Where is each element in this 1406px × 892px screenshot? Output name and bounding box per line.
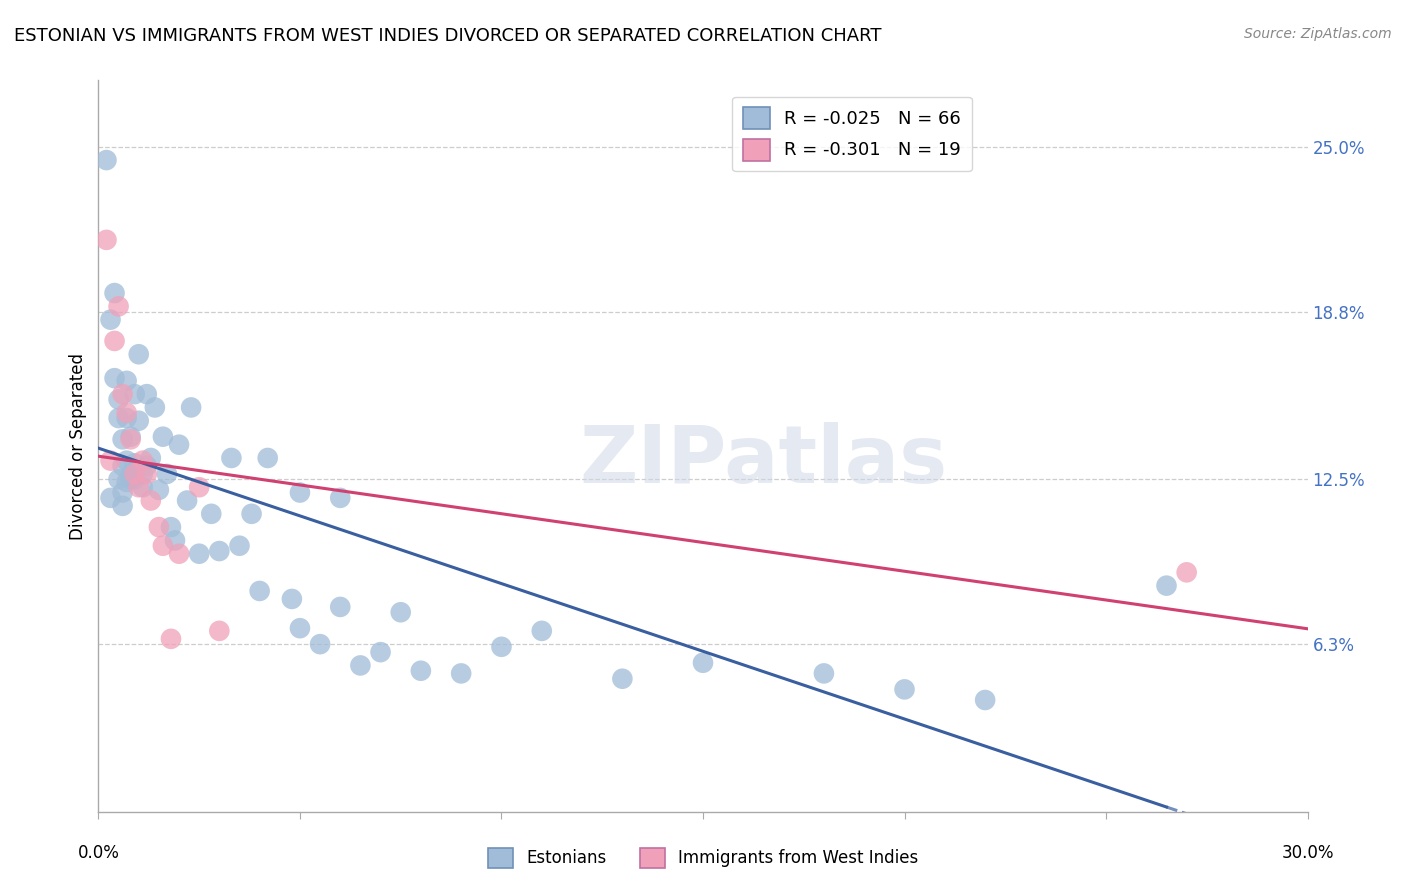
Text: ESTONIAN VS IMMIGRANTS FROM WEST INDIES DIVORCED OR SEPARATED CORRELATION CHART: ESTONIAN VS IMMIGRANTS FROM WEST INDIES …	[14, 27, 882, 45]
Point	[893, 682, 915, 697]
Point	[139, 493, 162, 508]
Point	[120, 472, 142, 486]
Point	[176, 493, 198, 508]
Point	[120, 430, 142, 444]
Point	[491, 640, 513, 654]
Point	[163, 533, 186, 548]
Point	[111, 485, 134, 500]
Text: 30.0%: 30.0%	[1281, 844, 1334, 862]
Point	[167, 438, 190, 452]
Point	[180, 401, 202, 415]
Y-axis label: Divorced or Separated: Divorced or Separated	[69, 352, 87, 540]
Point	[370, 645, 392, 659]
Point	[288, 621, 311, 635]
Point	[115, 453, 138, 467]
Point	[188, 480, 211, 494]
Point	[188, 547, 211, 561]
Point	[450, 666, 472, 681]
Point	[111, 387, 134, 401]
Point	[329, 599, 352, 614]
Point	[132, 453, 155, 467]
Point	[148, 483, 170, 497]
Point	[148, 520, 170, 534]
Point	[115, 411, 138, 425]
Point	[156, 467, 179, 481]
Point	[228, 539, 250, 553]
Point	[139, 450, 162, 465]
Point	[160, 520, 183, 534]
Point	[1156, 579, 1178, 593]
Point	[249, 584, 271, 599]
Point	[143, 401, 166, 415]
Point	[115, 475, 138, 489]
Point	[103, 286, 125, 301]
Point	[111, 499, 134, 513]
Point	[160, 632, 183, 646]
Point	[389, 605, 412, 619]
Point	[208, 624, 231, 638]
Point	[124, 456, 146, 470]
Point	[120, 433, 142, 447]
Point	[100, 312, 122, 326]
Point	[221, 450, 243, 465]
Point	[974, 693, 997, 707]
Legend: R = -0.025   N = 66, R = -0.301   N = 19: R = -0.025 N = 66, R = -0.301 N = 19	[733, 96, 972, 171]
Point	[132, 480, 155, 494]
Point	[200, 507, 222, 521]
Point	[115, 406, 138, 420]
Point	[135, 458, 157, 473]
Point	[115, 374, 138, 388]
Point	[128, 480, 150, 494]
Point	[107, 299, 129, 313]
Point	[152, 430, 174, 444]
Point	[409, 664, 432, 678]
Point	[132, 467, 155, 481]
Point	[329, 491, 352, 505]
Text: ZIPatlas: ZIPatlas	[579, 422, 948, 500]
Point	[100, 453, 122, 467]
Point	[120, 467, 142, 481]
Point	[288, 485, 311, 500]
Point	[96, 153, 118, 167]
Point	[309, 637, 332, 651]
Point	[111, 433, 134, 447]
Point	[107, 392, 129, 407]
Point	[100, 491, 122, 505]
Point	[124, 472, 146, 486]
Legend: Estonians, Immigrants from West Indies: Estonians, Immigrants from West Indies	[481, 841, 925, 875]
Point	[1175, 566, 1198, 580]
Text: Source: ZipAtlas.com: Source: ZipAtlas.com	[1244, 27, 1392, 41]
Point	[240, 507, 263, 521]
Point	[128, 414, 150, 428]
Point	[107, 411, 129, 425]
Point	[103, 334, 125, 348]
Point	[813, 666, 835, 681]
Point	[167, 547, 190, 561]
Point	[208, 544, 231, 558]
Point	[349, 658, 371, 673]
Point	[692, 656, 714, 670]
Point	[128, 347, 150, 361]
Point	[96, 233, 118, 247]
Point	[135, 387, 157, 401]
Point	[107, 472, 129, 486]
Text: 0.0%: 0.0%	[77, 844, 120, 862]
Point	[111, 458, 134, 473]
Point	[124, 467, 146, 481]
Point	[124, 387, 146, 401]
Point	[152, 539, 174, 553]
Point	[281, 591, 304, 606]
Point	[612, 672, 634, 686]
Point	[256, 450, 278, 465]
Point	[135, 467, 157, 481]
Point	[530, 624, 553, 638]
Point	[103, 371, 125, 385]
